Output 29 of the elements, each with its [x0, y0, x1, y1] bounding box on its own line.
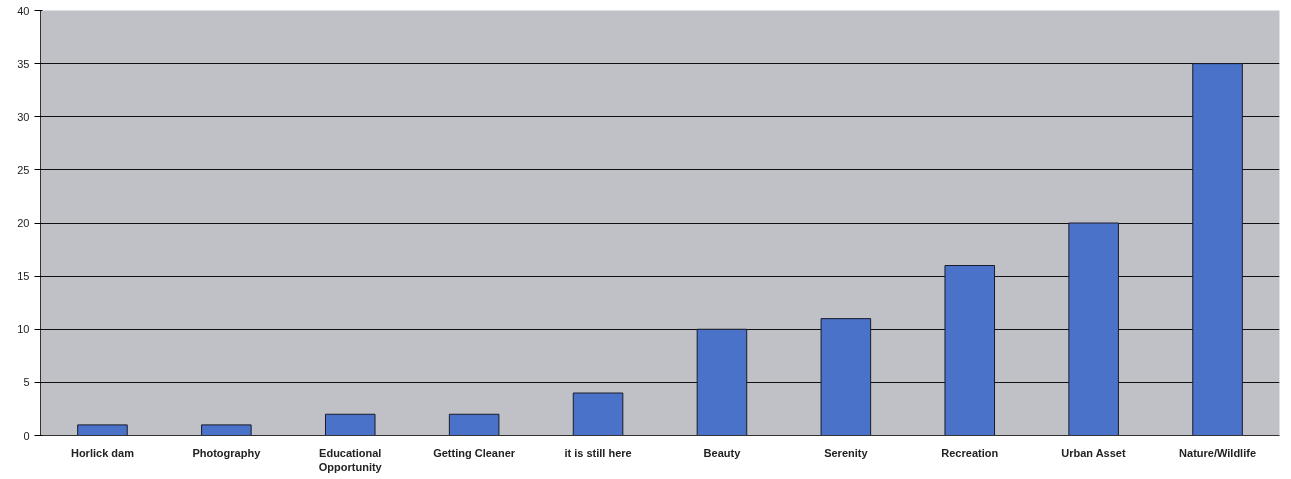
y-tick-label: 20: [17, 217, 30, 229]
y-tick-label: 30: [17, 110, 30, 123]
y-tick-label: 25: [17, 163, 30, 176]
y-tick-label: 15: [17, 270, 30, 283]
bar: [944, 265, 996, 436]
y-tick-label: 40: [17, 4, 30, 17]
x-tick-label: Getting Cleaner: [433, 446, 516, 459]
bar: [820, 318, 872, 436]
x-tick-label: Recreation: [941, 446, 999, 459]
bar: [696, 328, 748, 436]
bar: [324, 413, 376, 436]
y-tick-label: 10: [17, 323, 30, 336]
x-tick-label: Educational Opportunity: [318, 446, 383, 473]
x-tick-label: Nature/Wildlife: [1179, 446, 1257, 459]
bar: [448, 413, 500, 436]
x-tick-label: Photography: [192, 446, 262, 459]
x-tick-label: Beauty: [703, 446, 742, 459]
bar: [1068, 222, 1119, 436]
x-tick-label: Serenity: [824, 446, 869, 459]
bar: [572, 392, 624, 436]
bar: [77, 424, 128, 436]
y-tick-label: 5: [23, 376, 30, 389]
x-tick-label: it is still here: [564, 446, 632, 459]
y-tick-label: 35: [17, 57, 30, 70]
x-tick-label: Urban Asset: [1061, 446, 1126, 459]
bar: [201, 424, 252, 436]
x-tick-label: Horlick dam: [70, 446, 135, 459]
y-tick-label: 0: [23, 429, 30, 442]
bar: [1192, 63, 1243, 436]
